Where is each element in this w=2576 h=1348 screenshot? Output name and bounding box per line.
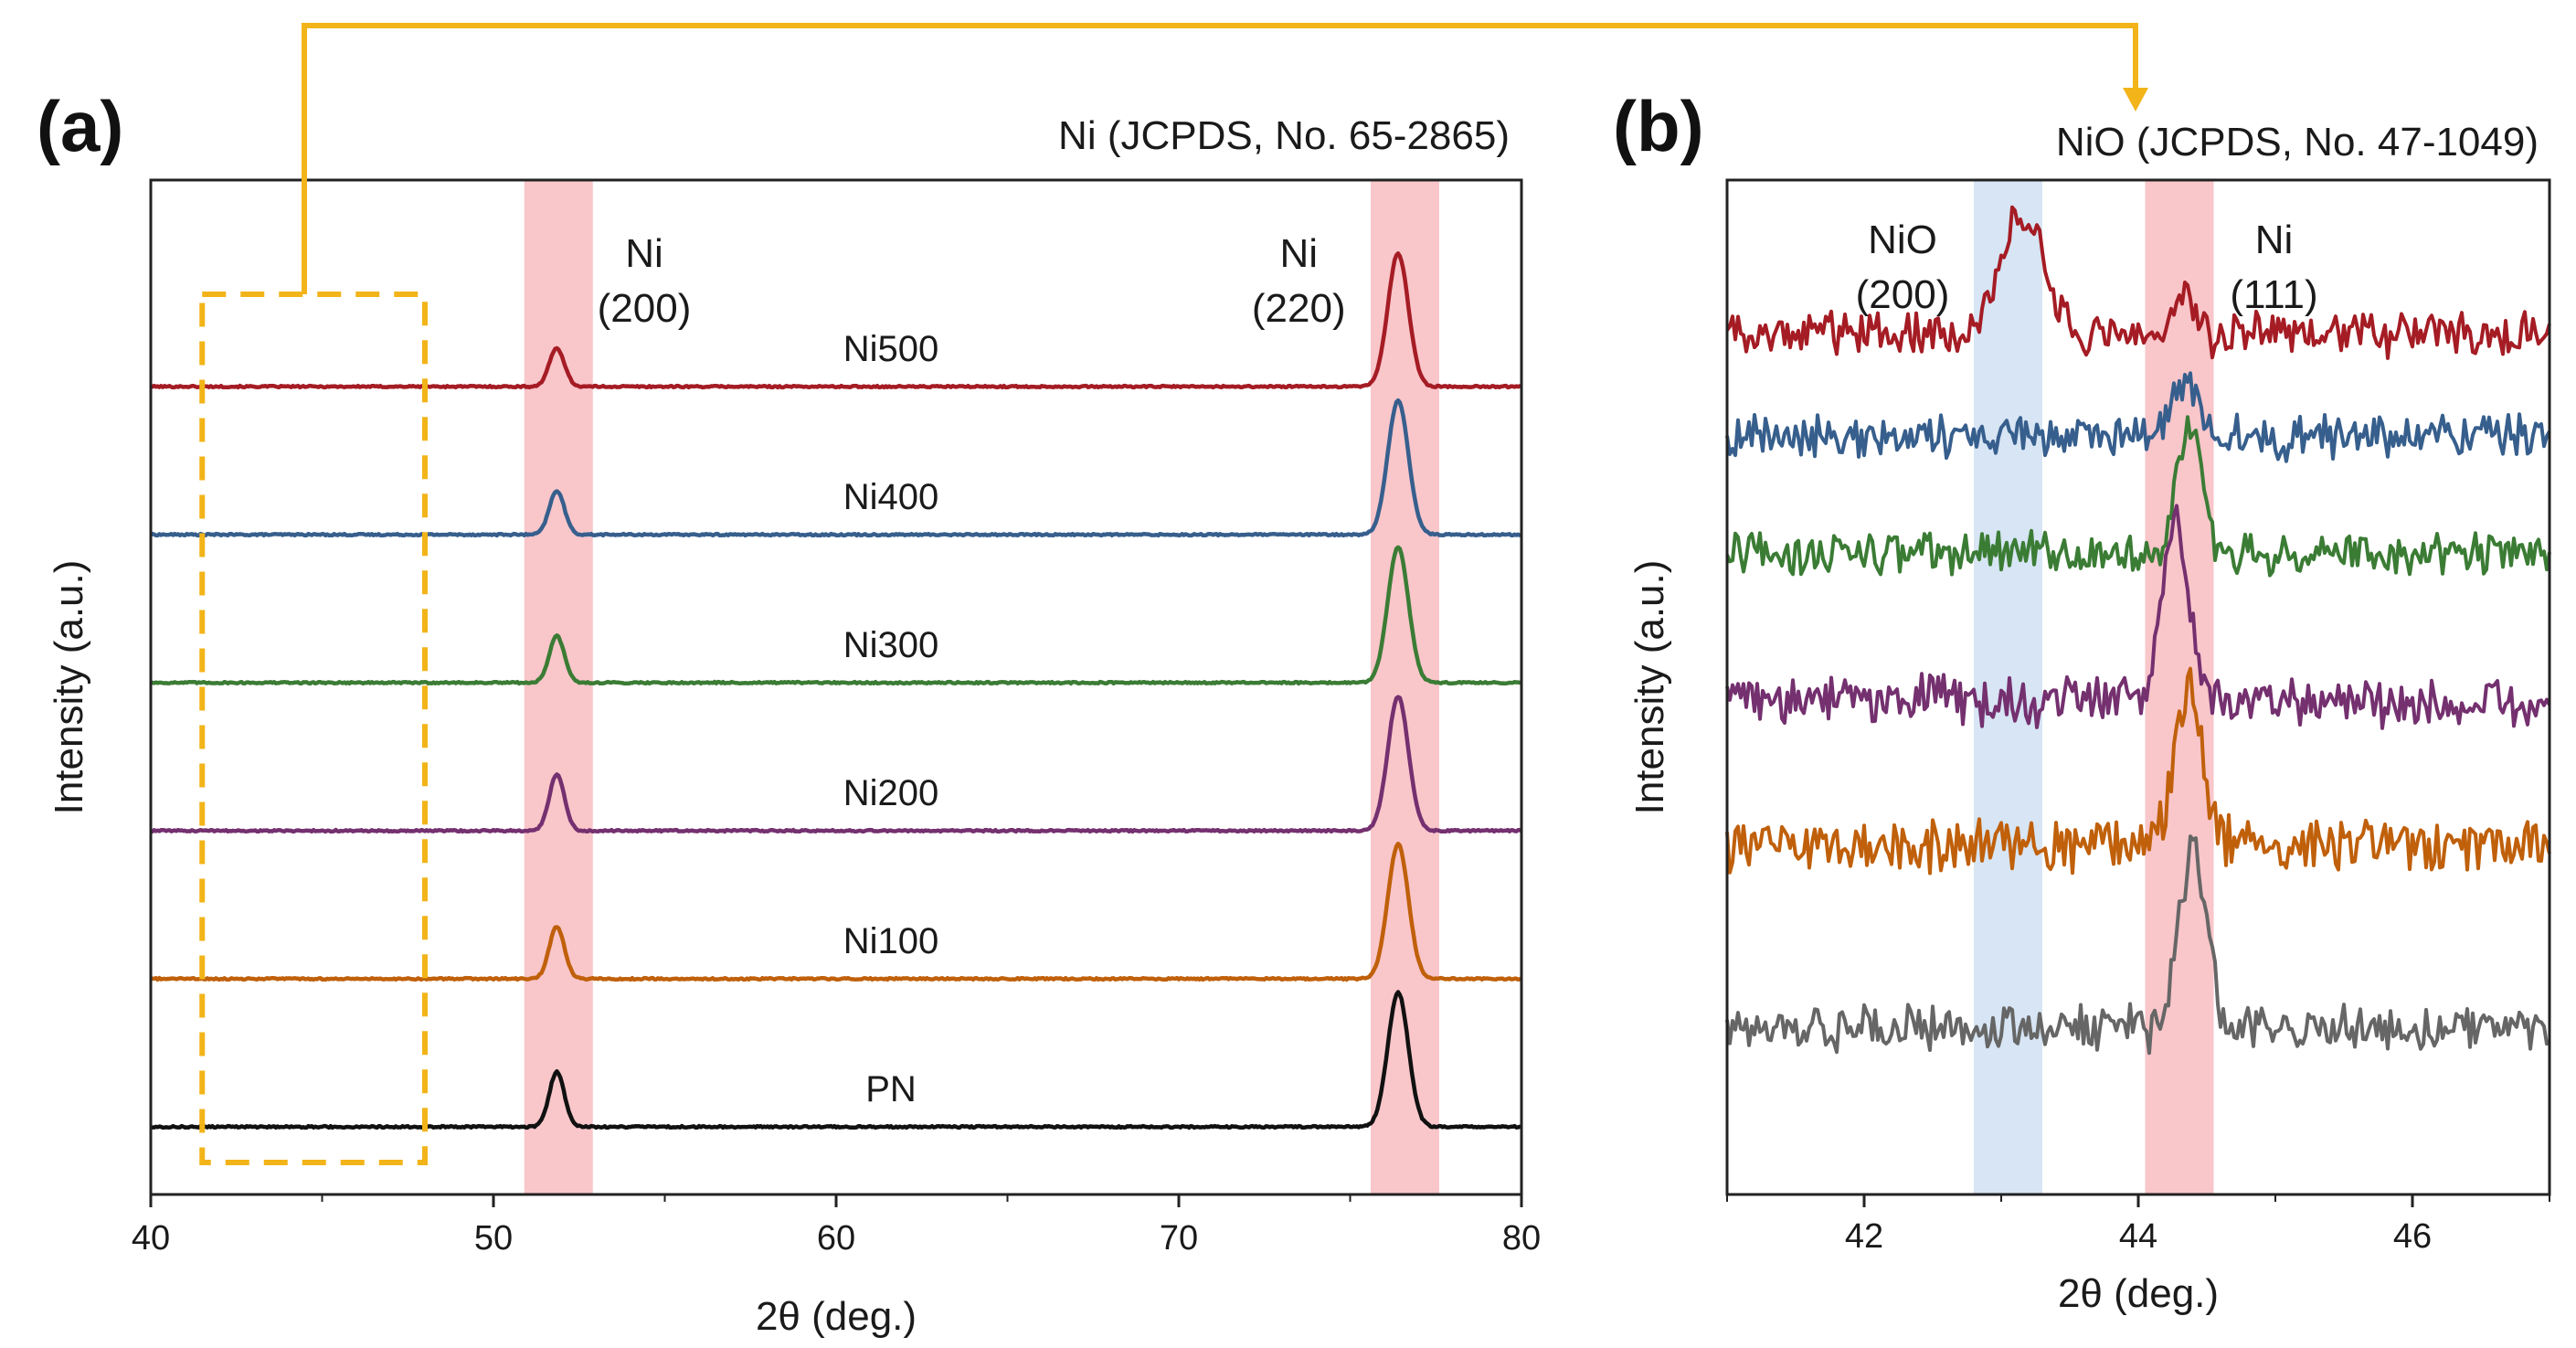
panel-a-label: (a) — [37, 86, 123, 166]
panel-a-series-ni200 — [150, 695, 1523, 834]
panel-a-peak-label-line2: (220) — [1252, 286, 1346, 331]
panel-b-series-ni100 — [1725, 666, 2551, 876]
panel-b-reference-title: NiO (JCPDS, No. 47-1049) — [2056, 120, 2539, 165]
panel-b-series-ni200 — [1725, 504, 2551, 730]
panel-b-chart: 42 44 46 NiO (200) Ni (111) (b) NiO (JCPDS, N… — [1613, 86, 2551, 1316]
panel-a-series-ni500 — [150, 251, 1522, 390]
panel-a-highlight-bands — [524, 180, 1439, 1194]
panel-b-peak-labels: NiO (200) Ni (111) — [1856, 218, 2318, 317]
panel-b-peak-label-line1: NiO — [1868, 218, 1937, 262]
panel-a-band-2 — [1371, 180, 1439, 1194]
panel-b-label: (b) — [1613, 86, 1704, 166]
panel-a-tick-label: 70 — [1160, 1219, 1198, 1258]
series-label-ni200: Ni200 — [843, 773, 939, 813]
panel-b-x-axis-title: 2θ (deg.) — [2058, 1271, 2219, 1316]
panel-a-x-axis-title: 2θ (deg.) — [756, 1294, 917, 1339]
panel-a-plot-frame — [149, 178, 1523, 1196]
series-label-ni300: Ni300 — [843, 625, 939, 665]
panel-a-peak-label-line1: Ni — [1279, 231, 1318, 276]
panel-b-series-lines — [1725, 205, 2551, 1056]
panel-a-series-ni300 — [150, 545, 1522, 686]
panel-a-reference-title: Ni (JCPDS, No. 65-2865) — [1058, 113, 1510, 158]
panel-a-band-1 — [524, 180, 593, 1194]
panel-a-peak-label-line2: (200) — [598, 286, 692, 331]
series-label-ni400: Ni400 — [843, 477, 939, 517]
panel-b-y-axis-title: Intensity (a.u.) — [1627, 560, 1672, 815]
panel-a-y-axis-title: Intensity (a.u.) — [47, 560, 91, 815]
panel-a-series-pn — [150, 990, 1522, 1130]
panel-a-x-ticks: 40 50 60 70 80 — [132, 1194, 1541, 1258]
panel-b-x-ticks: 42 44 46 — [1726, 1194, 2550, 1256]
series-label-ni500: Ni500 — [843, 329, 939, 369]
panel-a-peak-label-line1: Ni — [625, 231, 663, 276]
panel-b-tick-label: 42 — [1845, 1217, 1883, 1256]
panel-a-tick-label: 60 — [817, 1219, 855, 1258]
panel-b-series-pn — [1725, 834, 2551, 1056]
panel-a-tick-label: 40 — [132, 1219, 170, 1258]
panel-a-series-ni100 — [150, 841, 1523, 982]
panel-a-chart: 40 50 60 70 80 Ni500 Ni400 Ni300 Ni200 Ni100 PN N… — [37, 86, 1541, 1339]
zoom-region-box — [199, 292, 428, 1165]
panel-b-series-ni400 — [1725, 371, 2551, 463]
panel-a-tick-label: 80 — [1502, 1219, 1541, 1258]
panel-b-peak-label-line2: (111) — [2230, 272, 2317, 317]
panel-a-series-lines — [149, 251, 1523, 1130]
panel-a-tick-label: 50 — [474, 1219, 513, 1258]
panel-b-series-ni500 — [1725, 205, 2551, 360]
zoom-connector-arrow — [302, 23, 2138, 294]
series-label-pn: PN — [865, 1069, 917, 1109]
panel-b-tick-label: 44 — [2119, 1217, 2157, 1256]
panel-b-series-ni300 — [1725, 415, 2551, 578]
panel-a-series-labels: Ni500 Ni400 Ni300 Ni200 Ni100 PN — [843, 329, 939, 1109]
panel-a-peak-labels: Ni (200) Ni (220) — [598, 231, 1346, 331]
panel-a-series-ni400 — [149, 398, 1522, 538]
zoom-connector-arrowhead — [2123, 88, 2148, 111]
panel-b-band-2 — [2145, 180, 2214, 1194]
series-label-ni100: Ni100 — [843, 921, 939, 961]
panel-b-peak-label-line2: (200) — [1856, 272, 1950, 317]
panel-b-tick-label: 46 — [2393, 1217, 2432, 1256]
panel-b-peak-label-line1: Ni — [2255, 218, 2294, 262]
